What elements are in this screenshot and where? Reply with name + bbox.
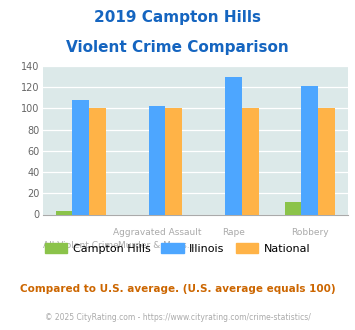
- Legend: Campton Hills, Illinois, National: Campton Hills, Illinois, National: [40, 239, 315, 258]
- Bar: [149, 106, 165, 214]
- Text: Aggravated Assault: Aggravated Assault: [113, 228, 201, 237]
- Text: 2019 Campton Hills: 2019 Campton Hills: [94, 10, 261, 25]
- Bar: [89, 109, 106, 214]
- Text: Violent Crime Comparison: Violent Crime Comparison: [66, 40, 289, 54]
- Bar: [225, 77, 242, 215]
- Bar: [242, 109, 258, 214]
- Bar: [318, 109, 335, 214]
- Text: Rape: Rape: [222, 228, 245, 237]
- Text: All Violent Crime: All Violent Crime: [43, 241, 119, 250]
- Text: Murder & Mans...: Murder & Mans...: [119, 241, 196, 250]
- Bar: [301, 86, 318, 214]
- Text: © 2025 CityRating.com - https://www.cityrating.com/crime-statistics/: © 2025 CityRating.com - https://www.city…: [45, 314, 310, 322]
- Bar: [165, 109, 182, 214]
- Bar: [56, 211, 72, 215]
- Text: Robbery: Robbery: [291, 228, 328, 237]
- Text: Compared to U.S. average. (U.S. average equals 100): Compared to U.S. average. (U.S. average …: [20, 284, 335, 294]
- Bar: [285, 202, 301, 214]
- Bar: [72, 100, 89, 214]
